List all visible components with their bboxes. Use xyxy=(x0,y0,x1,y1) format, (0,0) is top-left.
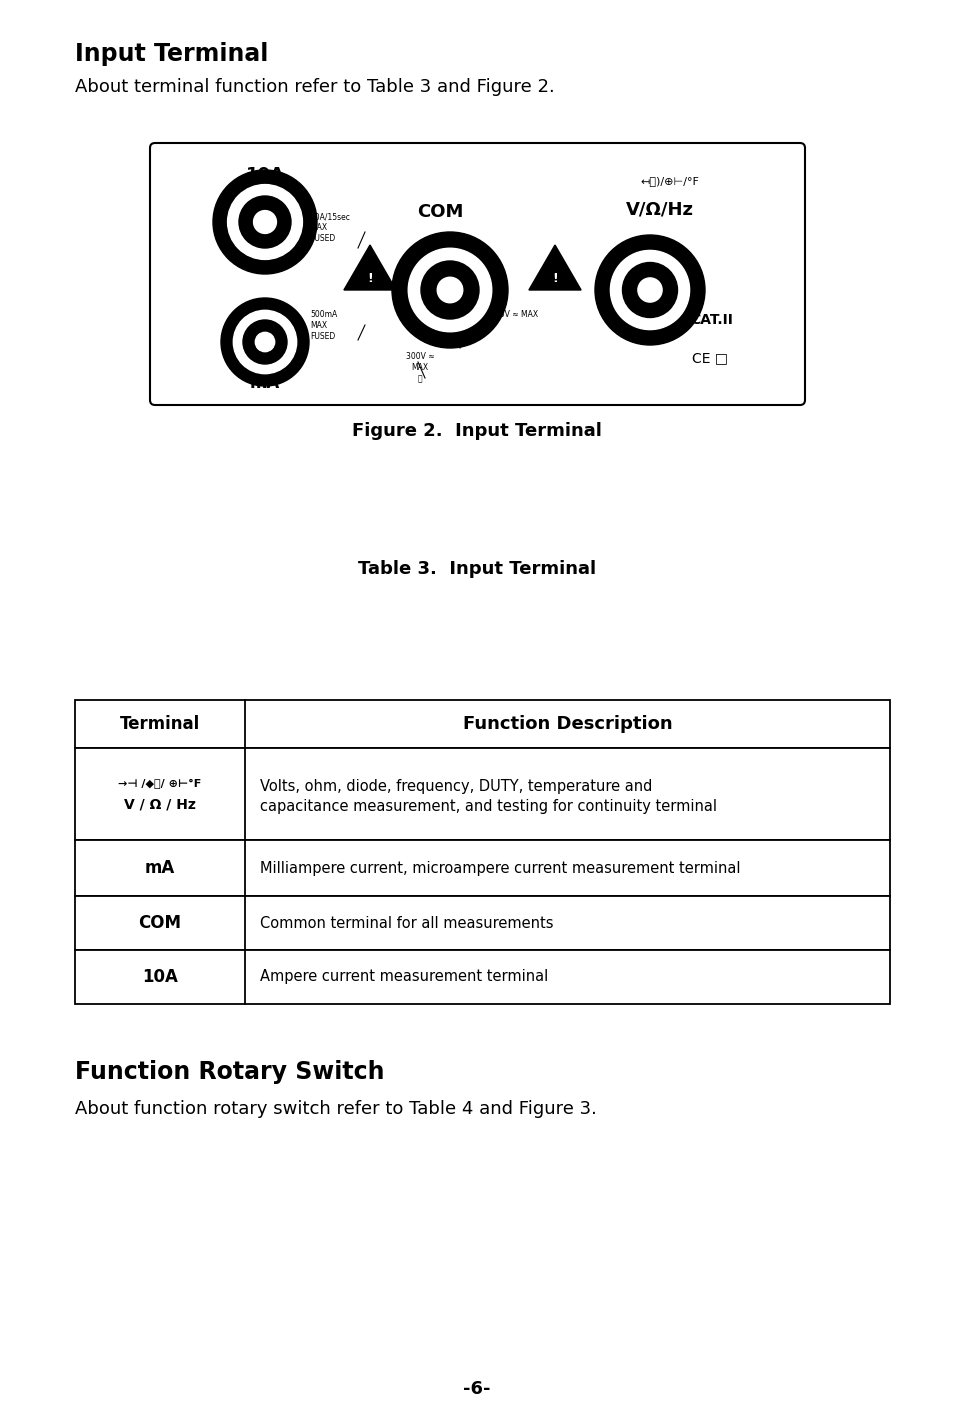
Text: 500mA
MAX
FUSED: 500mA MAX FUSED xyxy=(310,310,337,341)
Text: !: ! xyxy=(367,272,373,285)
Text: Volts, ohm, diode, frequency, DUTY, temperature and: Volts, ohm, diode, frequency, DUTY, temp… xyxy=(260,779,652,793)
Text: Terminal: Terminal xyxy=(120,715,200,733)
Bar xyxy=(75,700,889,748)
Text: 600V ≈ MAX: 600V ≈ MAX xyxy=(490,310,537,319)
Bar xyxy=(75,950,889,1004)
Circle shape xyxy=(213,170,316,275)
Polygon shape xyxy=(528,245,580,290)
Circle shape xyxy=(239,195,291,248)
Polygon shape xyxy=(343,245,395,290)
Text: -6-: -6- xyxy=(463,1381,490,1398)
Bar xyxy=(75,896,889,950)
Text: →⊣ /◆⦿/ ⊕⊢°F: →⊣ /◆⦿/ ⊕⊢°F xyxy=(118,779,201,789)
Text: COM: COM xyxy=(416,202,463,221)
Circle shape xyxy=(392,232,507,348)
Bar xyxy=(75,748,889,840)
Text: 300V ≈
MAX
⏚: 300V ≈ MAX ⏚ xyxy=(405,353,434,384)
Text: capacitance measurement, and testing for continuity terminal: capacitance measurement, and testing for… xyxy=(260,799,717,814)
Text: 10A/15sec
MAX
FUSED: 10A/15sec MAX FUSED xyxy=(310,212,350,244)
Text: About function rotary switch refer to Table 4 and Figure 3.: About function rotary switch refer to Ta… xyxy=(75,1100,597,1119)
Text: Common terminal for all measurements: Common terminal for all measurements xyxy=(260,916,553,930)
Circle shape xyxy=(221,297,309,387)
Text: Figure 2.  Input Terminal: Figure 2. Input Terminal xyxy=(352,422,601,440)
Text: Ampere current measurement terminal: Ampere current measurement terminal xyxy=(260,970,548,984)
Text: CAT.II: CAT.II xyxy=(689,313,732,327)
Text: About terminal function refer to Table 3 and Figure 2.: About terminal function refer to Table 3… xyxy=(75,78,554,96)
Circle shape xyxy=(253,211,276,234)
Text: CE □: CE □ xyxy=(691,351,727,365)
Text: 10A: 10A xyxy=(142,969,178,986)
Text: Input Terminal: Input Terminal xyxy=(75,42,268,67)
Text: COM: COM xyxy=(138,913,181,932)
Circle shape xyxy=(610,251,689,330)
Text: Function Rotary Switch: Function Rotary Switch xyxy=(75,1061,384,1085)
Circle shape xyxy=(622,262,677,317)
Bar xyxy=(75,840,889,896)
Text: Milliampere current, microampere current measurement terminal: Milliampere current, microampere current… xyxy=(260,861,740,875)
Text: !: ! xyxy=(552,272,558,285)
FancyBboxPatch shape xyxy=(150,143,804,405)
Circle shape xyxy=(228,184,302,259)
Circle shape xyxy=(255,333,274,351)
Circle shape xyxy=(408,248,491,331)
Circle shape xyxy=(638,278,661,302)
Text: V/Ω/Hz: V/Ω/Hz xyxy=(625,200,693,218)
Text: Table 3.  Input Terminal: Table 3. Input Terminal xyxy=(357,559,596,578)
Text: V / Ω / Hz: V / Ω / Hz xyxy=(124,797,195,811)
Text: mA: mA xyxy=(250,374,280,392)
Circle shape xyxy=(233,310,296,374)
Circle shape xyxy=(243,320,287,364)
Text: mA: mA xyxy=(145,860,175,877)
Circle shape xyxy=(436,278,462,303)
Text: ↤⦿)/⊕⊢/°F: ↤⦿)/⊕⊢/°F xyxy=(639,176,699,185)
Circle shape xyxy=(595,235,704,346)
Text: 10A: 10A xyxy=(245,166,284,184)
Circle shape xyxy=(420,261,478,319)
Text: Function Description: Function Description xyxy=(462,715,672,733)
